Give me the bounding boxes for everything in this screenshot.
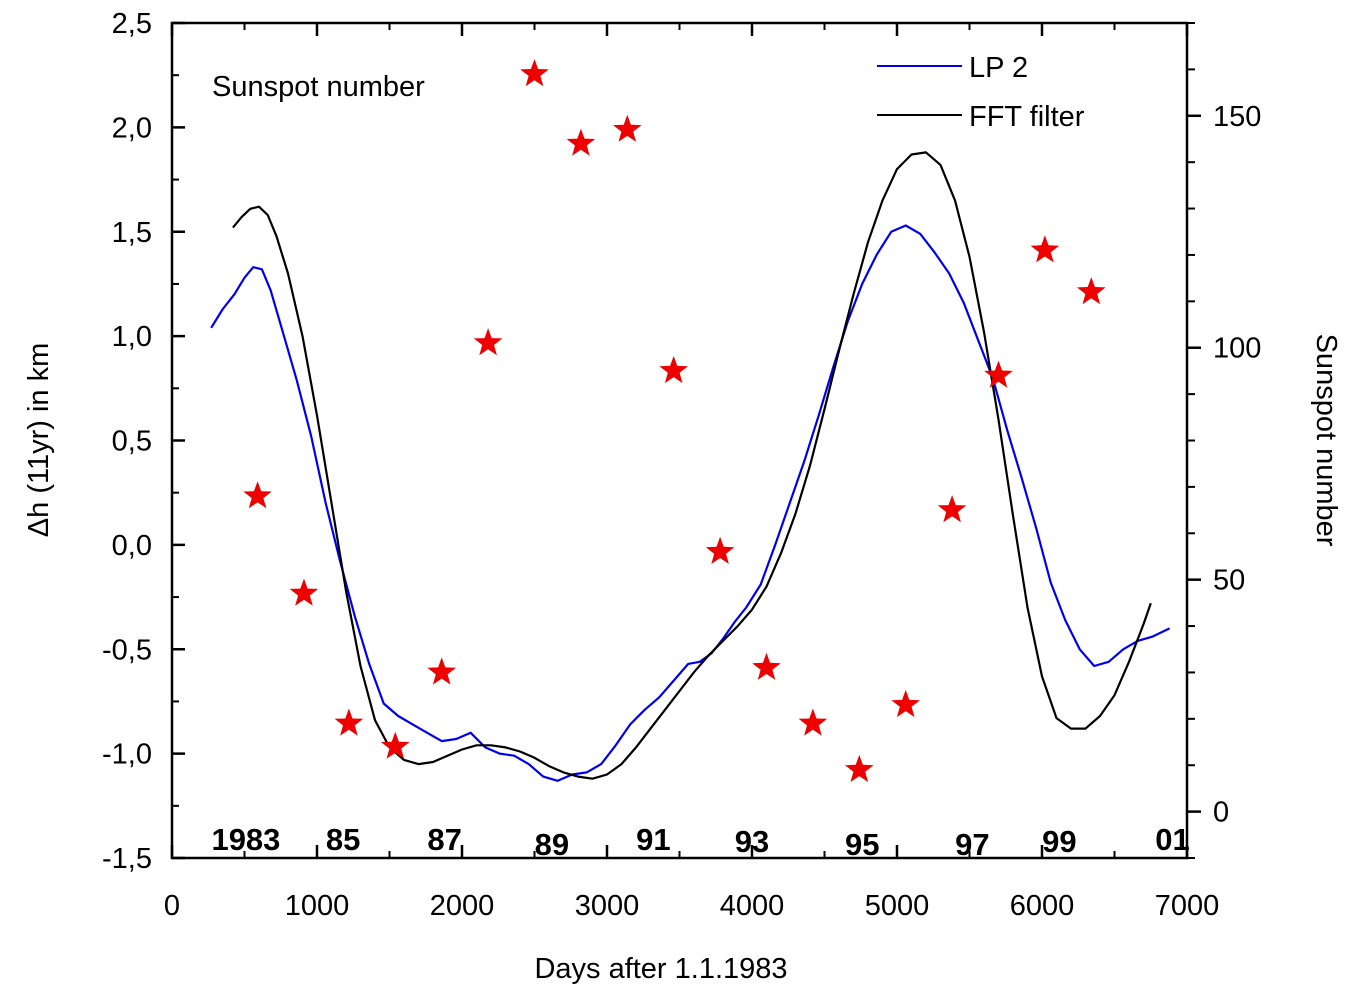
x-tick-label: 1000 — [285, 890, 350, 922]
x-tick-label: 4000 — [720, 890, 785, 922]
year-label: 91 — [636, 822, 670, 857]
year-label: 93 — [735, 824, 769, 859]
y2-tick-label: 50 — [1213, 565, 1245, 597]
sunspot-star — [984, 360, 1013, 388]
y-tick-label: -0,5 — [102, 634, 152, 666]
y-tick-label: 0,0 — [112, 530, 152, 562]
sunspot-star — [243, 481, 272, 509]
sunspot-star — [613, 114, 642, 142]
sunspot-star — [566, 128, 596, 156]
legend-label-fft: FFT filter — [969, 101, 1085, 133]
sunspot-star — [705, 536, 735, 564]
y2-axis-title: Sunspot number — [1310, 334, 1342, 547]
y-tick-label: 2,5 — [112, 8, 152, 40]
y-tick-label: 0,5 — [112, 426, 152, 458]
sunspot-star — [427, 657, 456, 685]
year-label: 85 — [326, 822, 360, 857]
legend-label-sunspot: Sunspot number — [212, 71, 425, 103]
sunspot-star — [891, 689, 920, 718]
y-tick-label: -1,5 — [102, 843, 152, 875]
year-label: 97 — [955, 827, 989, 862]
sunspot-star — [381, 731, 410, 759]
sunspot-star — [798, 708, 828, 736]
x-tick-label: 3000 — [575, 890, 640, 922]
sunspot-star — [289, 578, 319, 606]
year-label: 87 — [427, 822, 461, 857]
x-tick-label: 7000 — [1155, 890, 1220, 922]
sunspot-star — [334, 708, 364, 736]
ticks-layer — [170, 21, 1201, 860]
x-axis-title: Days after 1.1.1983 — [534, 953, 787, 985]
y-tick-label: 1,5 — [112, 217, 152, 249]
series-line-1 — [232, 151, 1152, 780]
sunspot-star — [1030, 235, 1060, 263]
sunspot-star — [659, 355, 688, 384]
y-tick-label: -1,0 — [102, 739, 152, 771]
label-layer: 0 1000 2000 3000 4000 5000 6000 7000-1,5-1,0-0,… — [102, 8, 1261, 922]
y2-tick-label: 150 — [1213, 101, 1261, 133]
year-label: 01 — [1155, 822, 1189, 857]
sunspot-star — [845, 754, 874, 782]
y2-tick-label: 0 — [1213, 797, 1229, 829]
y-tick-label: 1,0 — [112, 321, 152, 353]
sunspot-star — [473, 328, 503, 356]
x-tick-label: 2000 — [430, 890, 495, 922]
x-tick-label: 0 — [164, 890, 180, 922]
legend-label-lp2: LP 2 — [969, 52, 1028, 84]
plot-frame — [170, 21, 1189, 860]
y-tick-label: 2,0 — [112, 112, 152, 144]
year-label: 1983 — [211, 822, 280, 857]
sunspot-star — [1077, 277, 1106, 305]
sunspot-star — [520, 59, 549, 87]
sunspot-star — [752, 652, 781, 680]
data-layer — [210, 151, 1171, 782]
year-label: 95 — [845, 827, 879, 862]
year-label: 89 — [535, 827, 569, 862]
x-tick-label: 6000 — [1010, 890, 1075, 922]
y-axis-title: Δh (11yr) in km — [23, 343, 55, 537]
series-line-0 — [210, 224, 1171, 782]
x-tick-label: 5000 — [865, 890, 930, 922]
year-label: 99 — [1042, 824, 1076, 859]
y2-tick-label: 100 — [1213, 333, 1261, 365]
marker-layer — [243, 59, 1106, 782]
sunspot-star — [937, 495, 967, 523]
legend: LP 2 FFT filter Sunspot number — [212, 52, 1085, 133]
